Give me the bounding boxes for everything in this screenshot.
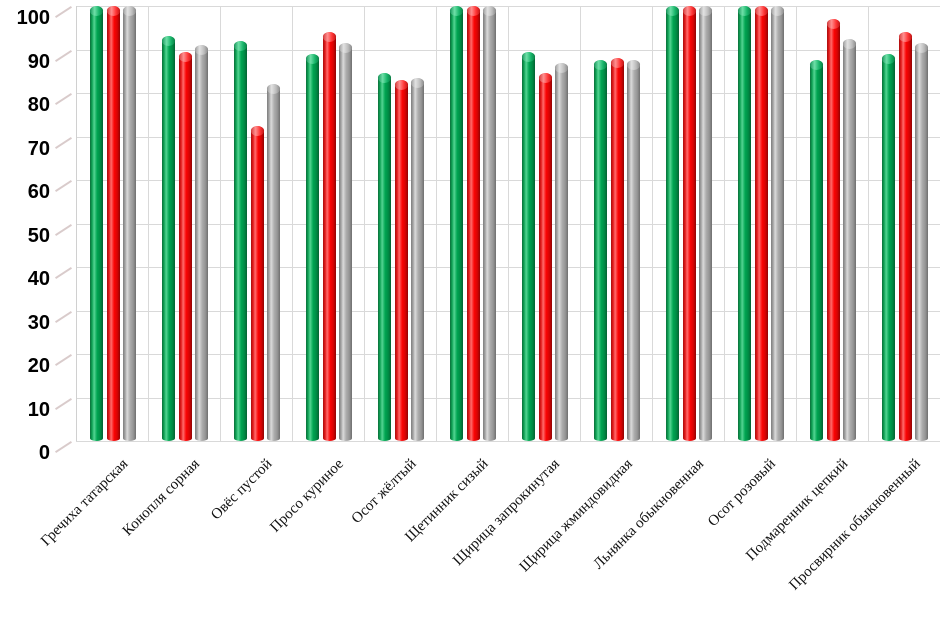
bar-series-green-cat4 bbox=[306, 53, 319, 441]
bar-series-gray-cat1 bbox=[123, 6, 136, 441]
x-axis-label-cat4: Просо куриное bbox=[267, 456, 348, 536]
bar-series-gray-cat12 bbox=[915, 42, 928, 441]
plot-left-edge bbox=[76, 6, 77, 441]
bar-series-gray-cat2 bbox=[195, 45, 208, 441]
category-separator bbox=[436, 6, 437, 441]
bar-series-red-cat2 bbox=[178, 51, 192, 441]
bar-series-green-cat2 bbox=[162, 36, 175, 441]
x-axis-label-cat12: Просвирник обыкновенный bbox=[785, 456, 924, 594]
x-axis-label-cat10: Осот розовый bbox=[705, 456, 780, 530]
y-axis-label-50: 50 bbox=[27, 224, 50, 247]
bar-series-green-cat9 bbox=[666, 6, 679, 441]
bar-series-gray-cat8 bbox=[627, 60, 640, 441]
bar-series-green-cat1 bbox=[90, 6, 103, 441]
bar-series-gray-cat4 bbox=[339, 42, 352, 441]
bar-series-green-cat11 bbox=[810, 60, 823, 441]
x-axis-label-cat5: Осот жёлтый bbox=[348, 456, 420, 527]
category-separator bbox=[796, 6, 797, 441]
y-axis-tick bbox=[54, 353, 73, 367]
y-axis-tick bbox=[54, 179, 73, 193]
bar-series-gray-cat11 bbox=[843, 38, 856, 441]
category-separator bbox=[148, 6, 149, 441]
bar-series-green-cat6 bbox=[450, 6, 463, 441]
x-axis-label-cat3: Овёс пустой bbox=[208, 456, 276, 524]
y-axis-tick bbox=[54, 397, 73, 410]
bar-series-red-cat6 bbox=[466, 6, 480, 441]
bar-series-gray-cat3 bbox=[267, 84, 280, 441]
bar-series-gray-cat5 bbox=[411, 77, 424, 441]
x-axis-label-cat2: Конопля сорная bbox=[120, 456, 204, 540]
bar-series-green-cat8 bbox=[594, 60, 607, 441]
y-axis-tick bbox=[54, 92, 73, 106]
bar-series-gray-cat7 bbox=[555, 62, 568, 441]
bar-series-red-cat3 bbox=[250, 125, 264, 441]
y-axis-tick bbox=[54, 223, 73, 236]
bar-series-red-cat5 bbox=[394, 79, 408, 441]
bar-series-red-cat10 bbox=[754, 6, 768, 441]
bar-series-red-cat1 bbox=[106, 6, 120, 441]
y-axis-label-60: 60 bbox=[27, 181, 50, 203]
category-separator bbox=[652, 6, 653, 441]
x-axis-label-cat1: Гречиха татарская bbox=[37, 456, 132, 550]
y-axis-tick bbox=[54, 266, 73, 280]
bar-series-green-cat7 bbox=[522, 51, 535, 441]
bar-series-gray-cat10 bbox=[771, 6, 784, 441]
y-axis-label-70: 70 bbox=[27, 137, 50, 160]
y-axis-label-30: 30 bbox=[27, 311, 50, 334]
y-axis-tick bbox=[54, 49, 73, 62]
y-axis-label-90: 90 bbox=[27, 50, 50, 73]
y-axis-label-100: 100 bbox=[16, 7, 50, 29]
y-axis-label-40: 40 bbox=[27, 268, 50, 290]
bar-series-green-cat5 bbox=[378, 73, 391, 441]
y-axis-tick bbox=[54, 136, 73, 149]
bar-series-red-cat7 bbox=[538, 73, 552, 441]
bar-series-red-cat9 bbox=[682, 6, 696, 441]
category-separator bbox=[508, 6, 509, 441]
category-separator bbox=[364, 6, 365, 441]
category-separator bbox=[292, 6, 293, 441]
gridline-y-0 bbox=[76, 441, 940, 442]
bar-series-red-cat4 bbox=[322, 32, 336, 441]
bar-series-red-cat12 bbox=[898, 32, 912, 441]
y-axis-label-10: 10 bbox=[27, 398, 50, 421]
category-separator bbox=[220, 6, 221, 441]
y-axis-label-20: 20 bbox=[27, 355, 50, 377]
bar-series-gray-cat6 bbox=[483, 6, 496, 441]
y-axis-tick bbox=[54, 440, 73, 454]
bar-series-gray-cat9 bbox=[699, 6, 712, 441]
category-separator bbox=[868, 6, 869, 441]
category-separator bbox=[724, 6, 725, 441]
y-axis-tick bbox=[54, 310, 73, 323]
y-axis-tick bbox=[54, 5, 73, 19]
bar-series-red-cat11 bbox=[826, 19, 840, 441]
bar-series-green-cat12 bbox=[882, 53, 895, 441]
bar-series-green-cat3 bbox=[234, 40, 247, 441]
y-axis-label-0: 0 bbox=[38, 442, 50, 464]
bar-series-red-cat8 bbox=[610, 58, 624, 441]
category-separator bbox=[580, 6, 581, 441]
bar-series-green-cat10 bbox=[738, 6, 751, 441]
y-axis-label-80: 80 bbox=[27, 94, 50, 116]
